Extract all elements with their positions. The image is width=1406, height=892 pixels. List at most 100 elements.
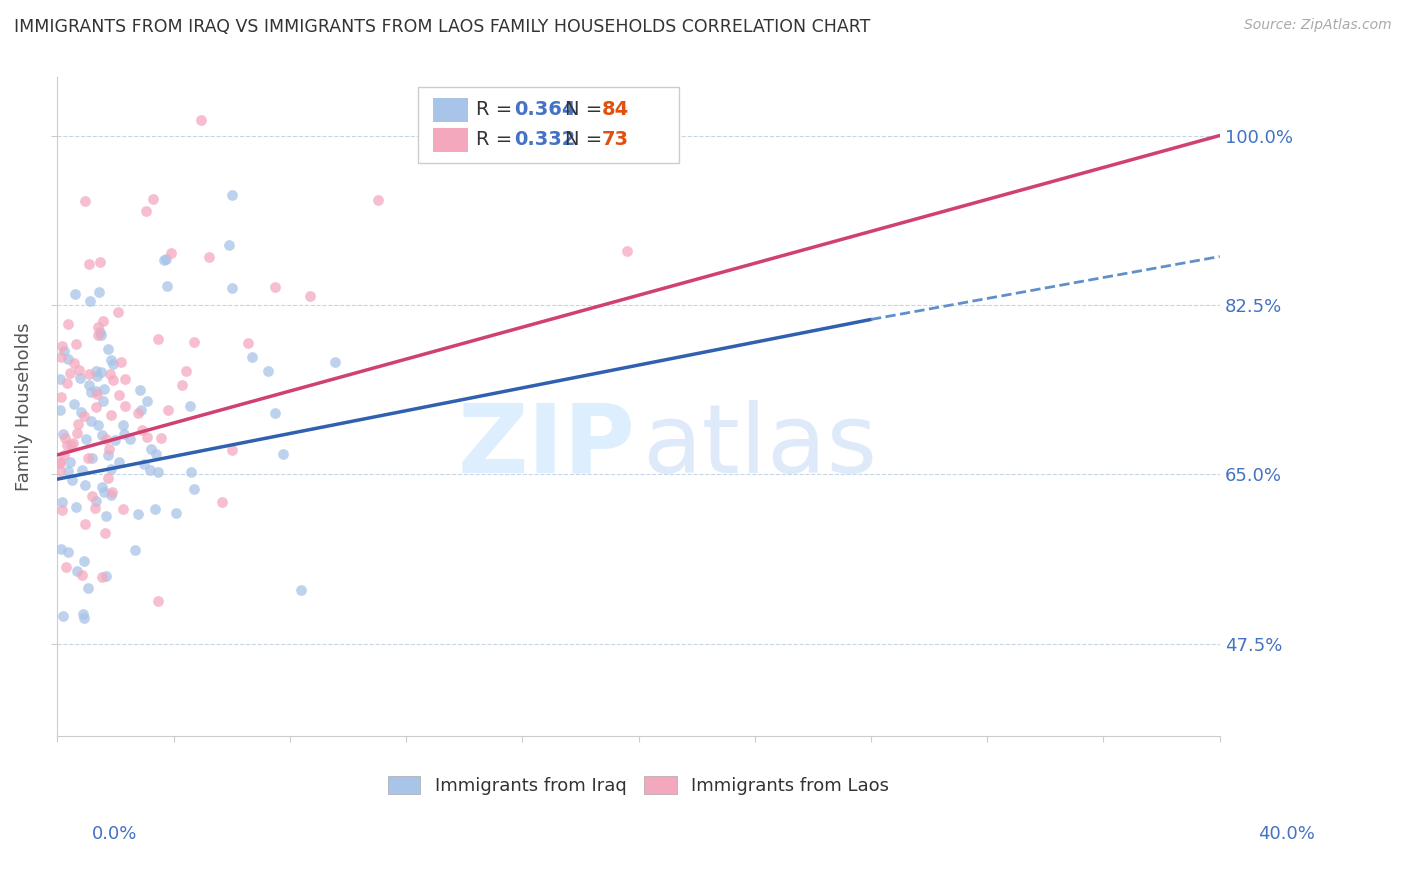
Point xyxy=(159,245,181,260)
Point xyxy=(145,502,167,516)
Point xyxy=(103,373,125,387)
Point xyxy=(146,466,169,480)
Point xyxy=(75,432,97,446)
Point xyxy=(55,559,77,574)
Point xyxy=(73,554,96,568)
Text: Source: ZipAtlas.com: Source: ZipAtlas.com xyxy=(1244,18,1392,32)
Point xyxy=(112,502,135,516)
Point xyxy=(150,431,173,445)
Point xyxy=(53,431,76,445)
Point xyxy=(89,285,111,299)
Text: N =: N = xyxy=(565,100,609,120)
Legend: Immigrants from Iraq, Immigrants from Laos: Immigrants from Iraq, Immigrants from La… xyxy=(381,769,897,802)
Point xyxy=(146,332,169,346)
Point xyxy=(52,426,75,441)
Text: R =: R = xyxy=(475,100,519,120)
Point xyxy=(86,400,108,414)
Point xyxy=(97,471,120,485)
Text: 0.364: 0.364 xyxy=(515,100,575,120)
Point xyxy=(59,455,82,469)
Text: 73: 73 xyxy=(602,130,628,150)
Point xyxy=(56,545,79,559)
Text: R =: R = xyxy=(475,130,519,150)
Point xyxy=(49,456,72,470)
Point xyxy=(73,611,96,625)
Point xyxy=(129,383,152,397)
Point xyxy=(257,363,280,377)
Point xyxy=(52,609,75,624)
Point xyxy=(152,252,174,267)
Point xyxy=(103,357,125,371)
Point xyxy=(170,377,193,392)
Point xyxy=(264,406,287,420)
Point xyxy=(59,366,82,380)
Point xyxy=(82,450,104,465)
Point xyxy=(49,465,72,479)
Point xyxy=(63,356,86,370)
Point xyxy=(156,279,179,293)
Point xyxy=(56,464,79,478)
Point xyxy=(97,448,120,462)
Point xyxy=(87,319,110,334)
Point xyxy=(91,428,114,442)
Text: N =: N = xyxy=(565,130,609,150)
Point xyxy=(221,442,243,457)
Point xyxy=(114,371,136,385)
Point xyxy=(80,414,103,428)
Point xyxy=(62,436,84,450)
Point xyxy=(51,390,73,404)
Text: 84: 84 xyxy=(602,100,628,120)
Point xyxy=(104,433,127,447)
Point xyxy=(82,489,104,503)
Point xyxy=(101,485,124,500)
Point xyxy=(100,488,122,502)
Point xyxy=(89,325,111,339)
Point xyxy=(63,397,86,411)
Point xyxy=(110,355,132,369)
Point xyxy=(145,447,167,461)
Point xyxy=(139,442,162,456)
Point xyxy=(211,494,233,508)
Point xyxy=(86,369,108,384)
Point xyxy=(65,500,87,514)
Point xyxy=(180,465,202,479)
Point xyxy=(67,363,90,377)
Point xyxy=(240,350,263,364)
Point xyxy=(79,294,101,309)
Point xyxy=(66,426,89,441)
Point xyxy=(290,582,312,597)
Point xyxy=(136,394,159,409)
Point xyxy=(127,406,149,420)
Point xyxy=(179,399,201,413)
Point xyxy=(72,607,94,622)
Point xyxy=(299,288,322,302)
Text: 0.0%: 0.0% xyxy=(91,825,136,843)
Point xyxy=(94,433,117,447)
Point xyxy=(174,364,197,378)
Point xyxy=(183,482,205,496)
Point xyxy=(264,280,287,294)
Text: ZIP: ZIP xyxy=(457,400,636,492)
Point xyxy=(90,328,112,343)
Point xyxy=(165,506,187,520)
Point xyxy=(73,477,96,491)
Point xyxy=(70,463,93,477)
Point xyxy=(77,257,100,271)
Point xyxy=(91,314,114,328)
Point xyxy=(49,372,72,386)
Point xyxy=(77,377,100,392)
Point xyxy=(367,193,389,207)
Point xyxy=(53,448,76,462)
Point xyxy=(56,438,79,452)
Point xyxy=(66,564,89,578)
Point xyxy=(94,526,117,541)
Point xyxy=(89,255,111,269)
Point xyxy=(135,203,157,218)
Point xyxy=(56,352,79,367)
Point xyxy=(197,250,219,264)
Point xyxy=(107,305,129,319)
Point xyxy=(66,417,89,432)
Text: 40.0%: 40.0% xyxy=(1258,825,1315,843)
Point xyxy=(616,244,638,259)
Point xyxy=(86,418,108,433)
